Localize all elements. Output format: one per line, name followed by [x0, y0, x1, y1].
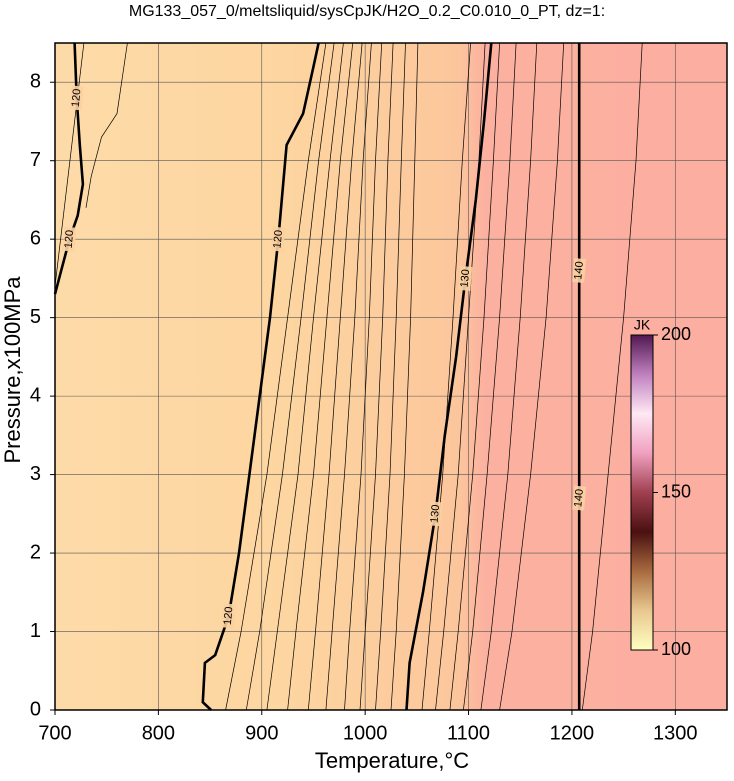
contour-label-group: 120 [271, 226, 286, 252]
contour-label-bg [572, 485, 587, 511]
minor-contour [325, 42, 372, 711]
minor-contour [435, 42, 486, 711]
contour-label: 120 [222, 606, 236, 625]
contour-label: 140 [572, 488, 586, 507]
y-tick-label: 6 [30, 227, 41, 249]
contour-label-group: 120 [69, 85, 84, 111]
minor-contour [421, 42, 471, 711]
y-tick-label: 4 [30, 384, 41, 406]
colorbar-tick-label: 200 [661, 324, 691, 344]
x-tick-label: 1100 [447, 722, 490, 744]
minor-contour [375, 42, 406, 711]
y-tick-label: 0 [30, 698, 41, 720]
y-tick-label: 2 [30, 541, 41, 563]
contour-label-group: 140 [572, 485, 587, 511]
x-tick-label: 900 [245, 722, 278, 744]
y-tick-label: 7 [30, 149, 41, 171]
contour-label-bg [271, 226, 286, 252]
contour-label-bg [428, 501, 443, 527]
y-tick-label: 3 [30, 463, 41, 485]
x-tick-label: 1300 [653, 722, 698, 744]
contour-label-group: 130 [428, 501, 443, 527]
contour-label-group: 140 [572, 258, 587, 284]
minor-contour [499, 42, 565, 711]
contour-line [405, 42, 493, 711]
minor-contour [344, 42, 383, 711]
chart-title: MG133_057_0/meltsliquid/sysCpJK/H2O_0.2_… [129, 3, 605, 20]
y-axis-label: Pressure,x100MPa [0, 276, 25, 464]
contour-label: 120 [63, 230, 77, 249]
contour-label: 130 [429, 504, 443, 523]
y-tick-label: 5 [30, 306, 41, 328]
plot-background [55, 43, 727, 710]
minor-contour [287, 42, 354, 711]
x-tick-label: 800 [142, 722, 175, 744]
colorbar-tick-label: 150 [661, 481, 691, 501]
contour-label: 120 [271, 230, 285, 249]
minor-contour [581, 42, 643, 711]
contour-label-bg [62, 226, 77, 252]
colorbar [630, 334, 654, 651]
contour-label-bg [221, 603, 236, 629]
x-tick-label: 700 [38, 722, 71, 744]
contour-label: 120 [70, 88, 84, 107]
contour-label-bg [458, 265, 473, 291]
x-tick-label: 1200 [550, 722, 595, 744]
minor-contour [54, 42, 85, 287]
minor-contour [245, 42, 335, 711]
contour-label: 140 [572, 261, 586, 280]
minor-contour [225, 42, 327, 711]
contour-label-bg [572, 258, 587, 284]
minor-contour [390, 42, 419, 711]
colorbar-tick-label: 100 [661, 639, 691, 659]
minor-contour [359, 42, 394, 711]
colorbar-label: JK [634, 317, 651, 333]
contour-label-bg [69, 85, 84, 111]
minor-contour [85, 42, 128, 208]
contour-label-group: 120 [62, 226, 77, 252]
minor-contour [480, 42, 538, 711]
plot-frame [54, 42, 728, 711]
minor-contour [449, 42, 500, 711]
x-axis-label: Temperature,°C [315, 748, 469, 773]
minor-contour [266, 42, 344, 711]
y-tick-label: 8 [30, 71, 41, 93]
contour-label-group: 120 [221, 603, 236, 629]
contour-line [201, 42, 320, 711]
contour-label-group: 130 [458, 265, 473, 291]
y-tick-label: 1 [30, 620, 41, 642]
minor-contour [463, 42, 517, 711]
minor-contour [307, 42, 363, 711]
x-tick-label: 1000 [343, 722, 388, 744]
contour-label: 130 [459, 269, 473, 288]
